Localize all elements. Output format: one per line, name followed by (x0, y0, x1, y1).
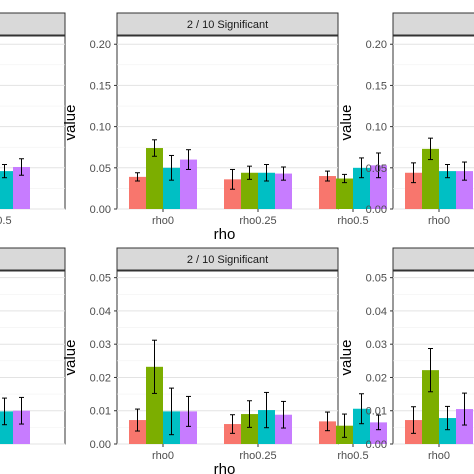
y-tick-label: 0.20 (90, 39, 111, 51)
bar (146, 366, 163, 444)
y-tick-label: 0.10 (366, 122, 387, 134)
y-axis-title: value (62, 105, 79, 141)
facet-strip-label: 2 / 10 Significant (187, 254, 268, 266)
bar (129, 176, 146, 209)
bar (422, 148, 439, 209)
bar (370, 165, 387, 209)
y-tick-label: 0.01 (366, 406, 387, 418)
bar (0, 171, 13, 209)
bar (180, 159, 197, 209)
y-tick-label: 0.05 (90, 273, 111, 285)
x-tick-label: rho0.5 (337, 450, 368, 462)
y-axis-title: value (62, 340, 79, 376)
facet-strip (116, 12, 339, 36)
facet-strip (0, 247, 66, 271)
y-tick-label: 0.03 (90, 339, 111, 351)
bar (0, 411, 13, 444)
bar (319, 421, 336, 444)
y-tick-label: 0.02 (366, 372, 387, 384)
bar (13, 410, 30, 444)
bar (275, 414, 292, 444)
facet-strip (116, 247, 339, 271)
y-tick-label: 0.03 (366, 339, 387, 351)
bar (336, 178, 353, 209)
bar (241, 172, 258, 209)
y-tick-label: 0.04 (366, 306, 387, 318)
bar (129, 420, 146, 444)
x-axis-title: rho (214, 226, 236, 243)
y-axis-title: value (338, 105, 355, 141)
y-tick-label: 0.15 (366, 80, 387, 92)
y-tick-label: 0.00 (90, 439, 111, 451)
bar (146, 148, 163, 209)
bar (258, 172, 275, 209)
y-axis-title: value (338, 340, 355, 376)
bar (180, 411, 197, 444)
bar (319, 176, 336, 209)
y-tick-label: 0.00 (366, 439, 387, 451)
y-tick-label: 0.00 (366, 204, 387, 216)
x-axis-title: rho (214, 461, 236, 474)
facet-strip (0, 12, 66, 36)
bar (456, 409, 473, 444)
x-tick-label: rho0.5 (0, 215, 12, 227)
bar (224, 424, 241, 444)
facet-panel-1: rho0.5 (0, 12, 66, 227)
bar (353, 167, 370, 209)
facet-strip (392, 247, 474, 271)
y-tick-label: 0.04 (90, 306, 111, 318)
x-tick-label: rho0 (152, 215, 174, 227)
x-tick-label: rho0.25 (239, 215, 276, 227)
y-tick-label: 0.05 (366, 163, 387, 175)
bar (422, 370, 439, 444)
y-tick-label: 0.05 (366, 273, 387, 285)
y-tick-label: 0.01 (90, 406, 111, 418)
y-tick-label: 0.02 (90, 372, 111, 384)
bar (370, 422, 387, 444)
y-tick-label: 0.15 (90, 80, 111, 92)
y-tick-label: 0.05 (90, 163, 111, 175)
bar (275, 173, 292, 209)
bar (439, 418, 456, 444)
x-tick-label: rho0 (428, 450, 450, 462)
x-tick-label: rho0 (428, 215, 450, 227)
bar (224, 179, 241, 209)
facet-panel-4 (0, 247, 66, 445)
y-tick-label: 0.00 (90, 204, 111, 216)
bar (163, 167, 180, 209)
bar (353, 408, 370, 444)
y-tick-label: 0.10 (90, 122, 111, 134)
facet-strip-label: 2 / 10 Significant (187, 19, 268, 31)
bar (13, 166, 30, 209)
y-tick-label: 0.20 (366, 39, 387, 51)
bar (241, 414, 258, 444)
bar (456, 171, 473, 209)
x-tick-label: rho0.25 (239, 450, 276, 462)
x-tick-label: rho0 (152, 450, 174, 462)
facet-strip (392, 12, 474, 36)
x-tick-label: rho0.5 (337, 215, 368, 227)
bar (439, 171, 456, 209)
bar (405, 172, 422, 209)
